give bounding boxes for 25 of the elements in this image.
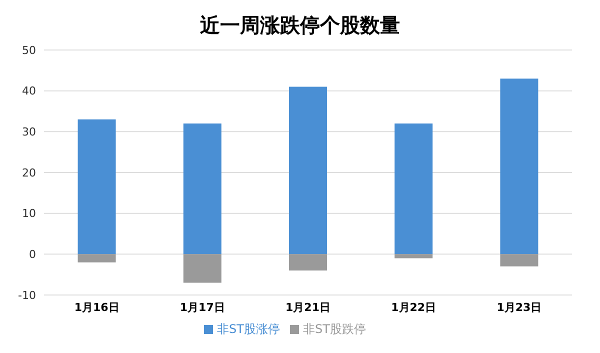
- x-tick-label: 1月22日: [391, 300, 436, 314]
- bar: [500, 78, 538, 254]
- x-tick-label: 1月16日: [74, 300, 120, 314]
- legend-label: 非ST股涨停: [217, 322, 280, 336]
- x-tick-label: 1月23日: [496, 300, 542, 314]
- bar: [183, 254, 222, 283]
- bar: [183, 124, 222, 254]
- legend-label: 非ST股跌停: [303, 322, 366, 336]
- bar: [78, 254, 116, 262]
- bar: [394, 124, 433, 254]
- y-tick-label: 40: [22, 84, 36, 98]
- y-tick-label: 30: [22, 126, 36, 139]
- y-tick-label: 0: [29, 248, 36, 262]
- y-tick-label: -10: [18, 288, 36, 302]
- y-tick-label: 50: [22, 44, 36, 57]
- bar: [500, 254, 538, 266]
- x-tick-label: 1月21日: [286, 300, 330, 314]
- bar: [78, 119, 116, 254]
- chart-title: 近一周涨跌停个股数量: [199, 12, 401, 39]
- y-tick-label: 10: [22, 207, 36, 220]
- y-tick-label: 20: [22, 166, 36, 180]
- x-tick-label: 1月17日: [180, 300, 225, 314]
- bar: [288, 86, 327, 254]
- bar: [394, 254, 433, 258]
- bar: [288, 254, 327, 270]
